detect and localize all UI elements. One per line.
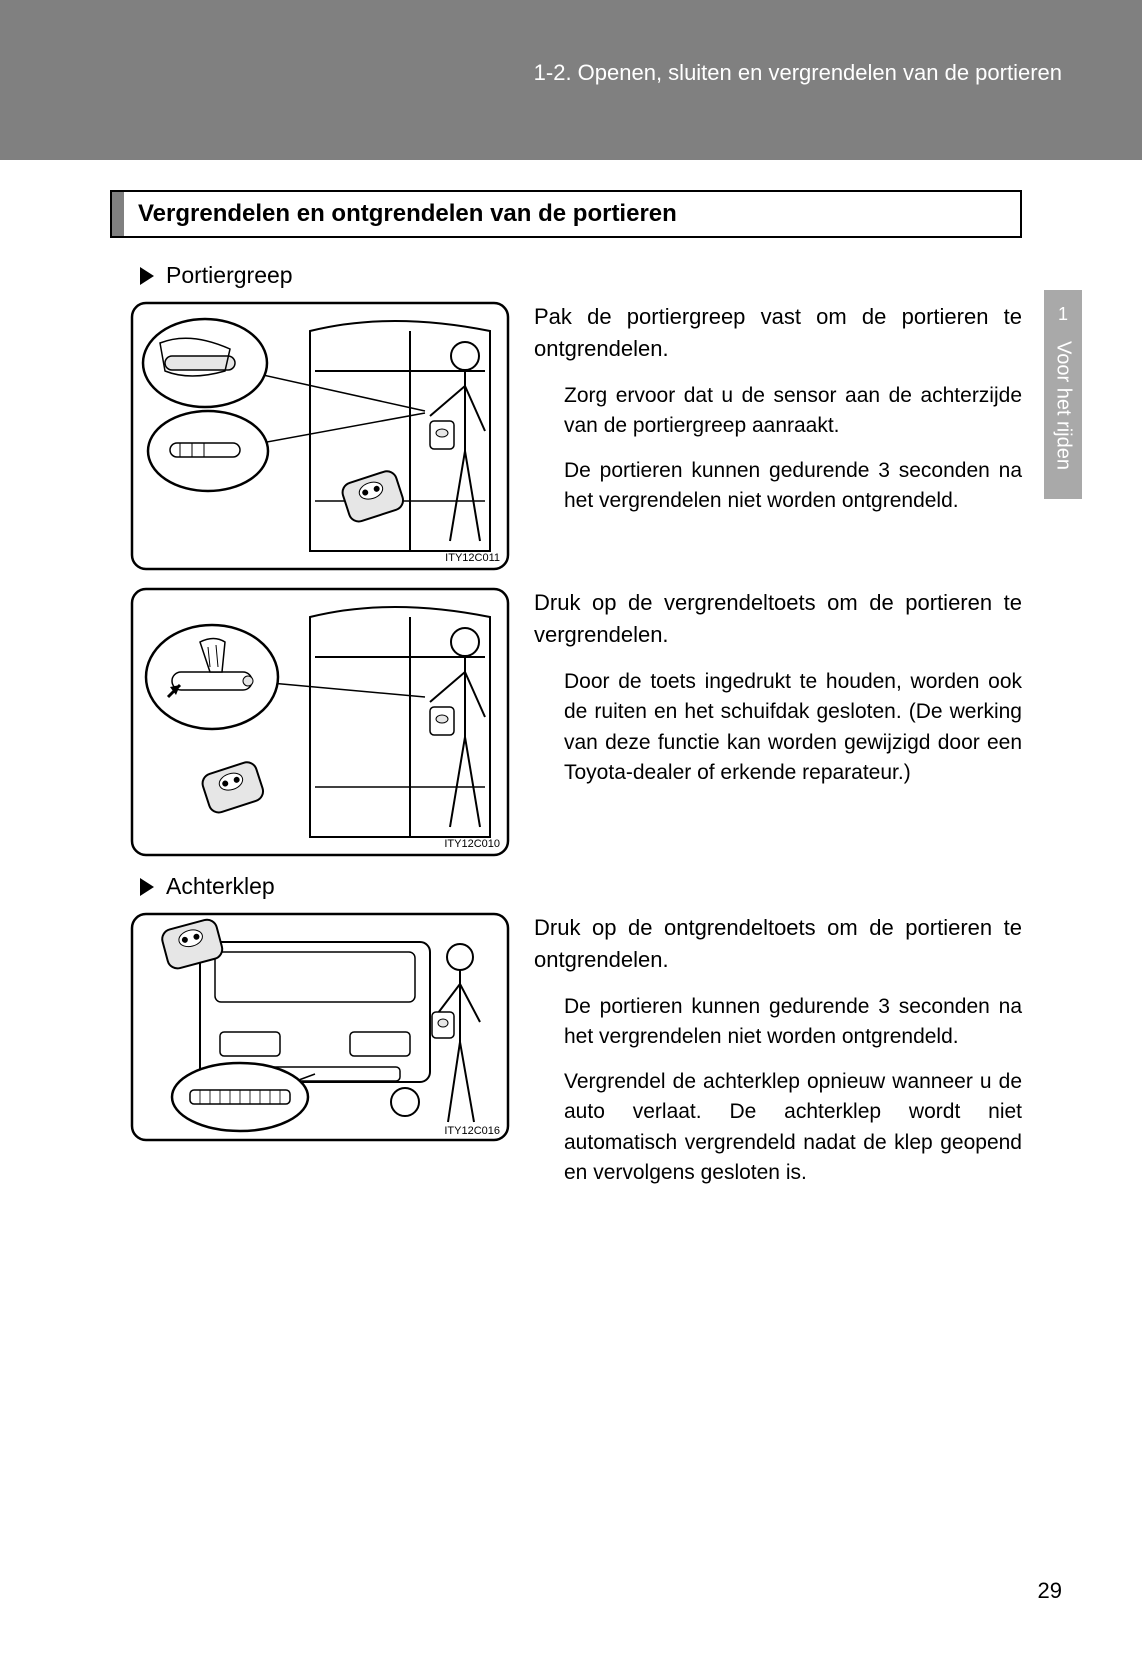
subsection-achterklep: Achterklep xyxy=(140,873,1022,900)
section-title: Vergrendelen en ontgrendelen van de port… xyxy=(138,200,677,228)
sub-text: Zorg ervoor dat u de sensor aan de achte… xyxy=(564,381,1022,442)
lead-text: Pak de portiergreep vast om de portieren… xyxy=(534,301,1022,365)
chapter-label: Voor het rijden xyxy=(1052,341,1075,470)
page-body: Vergrendelen en ontgrendelen van de port… xyxy=(0,160,1142,1202)
lead-text: Druk op de ontgrendeltoets om de portier… xyxy=(534,912,1022,976)
content-row-1: ITY12C011 Pak de portiergreep vast om de… xyxy=(110,301,1022,571)
figure-door-handle-lock: ITY12C010 xyxy=(130,587,510,857)
sub-text: Vergrendel de achterklep opnieuw wanneer… xyxy=(564,1067,1022,1189)
subsection-portiergreep: Portiergreep xyxy=(140,262,1022,289)
header-band: 1-2. Openen, sluiten en vergrendelen van… xyxy=(0,0,1142,160)
heading-bar-icon xyxy=(112,192,124,236)
figure-door-handle-unlock: ITY12C011 xyxy=(130,301,510,571)
chapter-number: 1 xyxy=(1044,304,1082,325)
figure-tailgate-unlock: ITY12C016 xyxy=(130,912,510,1202)
content-row-2: ITY12C010 Druk op de vergrendeltoets om … xyxy=(110,587,1022,857)
page-number: 29 xyxy=(1038,1578,1062,1604)
lead-text: Druk op de vergrendeltoets om de portier… xyxy=(534,587,1022,651)
section-heading: Vergrendelen en ontgrendelen van de port… xyxy=(110,190,1022,238)
sub-text: Door de toets ingedrukt te houden, worde… xyxy=(564,667,1022,789)
text-block-2: Druk op de vergrendeltoets om de portier… xyxy=(534,587,1022,857)
content-row-3: ITY12C016 Druk op de ontgrendeltoets om … xyxy=(110,912,1022,1202)
subsection-label: Achterklep xyxy=(166,873,275,900)
figure-code: ITY12C016 xyxy=(444,1125,500,1137)
figure-code: ITY12C011 xyxy=(445,552,500,564)
sub-text: De portieren kunnen gedurende 3 seconden… xyxy=(564,456,1022,517)
text-block-1: Pak de portiergreep vast om de portieren… xyxy=(534,301,1022,571)
side-tab: 1 Voor het rijden xyxy=(1044,290,1082,499)
triangle-icon xyxy=(140,878,154,896)
triangle-icon xyxy=(140,267,154,285)
figure-code: ITY12C010 xyxy=(444,838,500,850)
subsection-label: Portiergreep xyxy=(166,262,293,289)
breadcrumb: 1-2. Openen, sluiten en vergrendelen van… xyxy=(534,60,1062,85)
sub-text: De portieren kunnen gedurende 3 seconden… xyxy=(564,992,1022,1053)
text-block-3: Druk op de ontgrendeltoets om de portier… xyxy=(534,912,1022,1202)
